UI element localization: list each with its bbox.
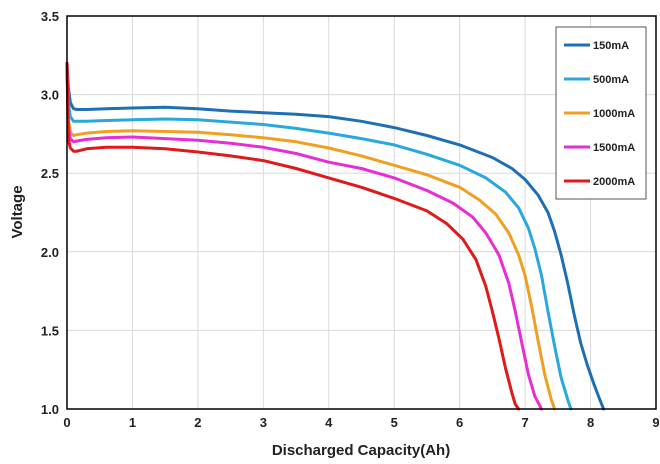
x-tick-label: 3 — [260, 415, 267, 430]
series-line-500mA — [65, 69, 573, 411]
x-tick-label: 9 — [652, 415, 659, 430]
legend-label: 1500mA — [593, 142, 635, 154]
y-tick-labels: 1.0 1.5 2.0 2.5 3.0 3.5 — [41, 9, 59, 417]
series-line-1000mA — [65, 61, 557, 411]
x-tick-label: 1 — [129, 415, 136, 430]
y-tick-label: 3.5 — [41, 9, 59, 24]
series-line-2000mA — [65, 61, 521, 411]
plot-frame — [66, 15, 657, 410]
y-tick-label: 1.0 — [41, 402, 59, 417]
series-line-1500mA — [65, 61, 543, 411]
x-tick-label: 8 — [587, 415, 594, 430]
y-axis-title: Voltage — [9, 185, 26, 238]
series-line-150mA — [65, 61, 606, 411]
legend-label: 500mA — [593, 74, 629, 86]
x-tick-label: 5 — [391, 415, 398, 430]
legend-label: 2000mA — [593, 176, 635, 188]
series-lines — [65, 61, 606, 411]
y-tick-label: 2.5 — [41, 166, 59, 181]
y-tick-label: 1.5 — [41, 323, 59, 338]
legend-label: 1000mA — [593, 108, 635, 120]
x-tick-label: 2 — [194, 415, 201, 430]
x-axis-title: Discharged Capacity(Ah) — [272, 442, 450, 459]
legend: 150mA 500mA 1000mA 1500mA 2000mA — [555, 26, 647, 200]
y-tick-label: 2.0 — [41, 245, 59, 260]
legend-label: 150mA — [593, 40, 629, 52]
x-tick-label: 7 — [521, 415, 528, 430]
x-tick-labels: 0 1 2 3 4 5 6 7 8 9 — [63, 415, 659, 430]
y-tick-label: 3.0 — [41, 88, 59, 103]
x-tick-label: 0 — [63, 415, 70, 430]
x-tick-label: 4 — [325, 415, 333, 430]
x-tick-label: 6 — [456, 415, 463, 430]
